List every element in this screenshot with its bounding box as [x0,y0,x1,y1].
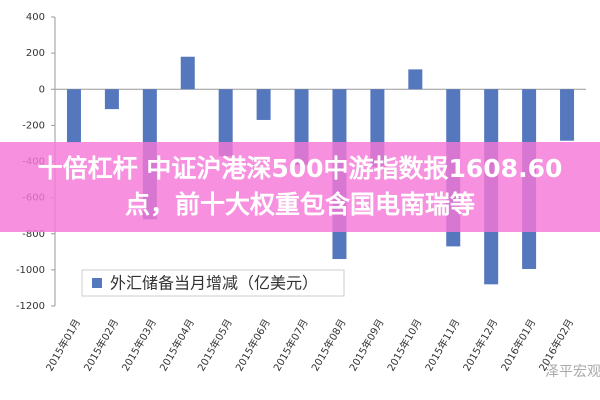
legend: 外汇储备当月增减（亿美元） [81,269,345,297]
y-tick-label: 0 [39,84,45,95]
banner-text: 十倍杠杆 中证沪港深500中游指数报1608.60点，前十大权重包含国电南瑞等 [37,154,563,219]
legend-label: 外汇储备当月增减（亿美元） [110,274,318,293]
bar [218,89,233,157]
bar [408,69,423,90]
bar [66,89,81,143]
y-tick-label: 400 [26,12,45,23]
y-tick-label: 200 [26,48,45,59]
bar [180,56,195,90]
y-tick-label: -1200 [16,301,45,312]
legend-box [81,269,345,297]
bar [256,89,271,120]
bar [560,89,575,141]
y-tick-label: -800 [22,229,45,240]
watermark: 泽平宏观 [545,364,600,380]
legend-swatch [92,278,102,288]
bar [104,89,119,110]
y-tick-label: -200 [22,120,45,131]
y-tick-label: -1000 [16,265,45,276]
banner: 十倍杠杆 中证沪港深500中游指数报1608.60点，前十大权重包含国电南瑞等 [0,142,600,232]
